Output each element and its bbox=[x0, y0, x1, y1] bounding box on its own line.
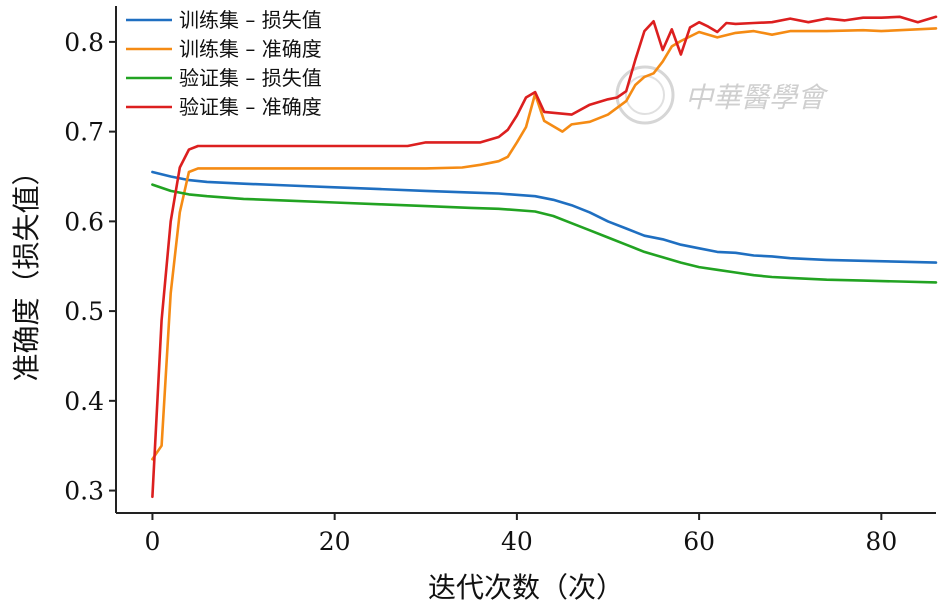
y-tick-label: 0.3 bbox=[64, 477, 104, 506]
y-tick-label: 0.6 bbox=[64, 207, 104, 236]
series-line-4 bbox=[151, 15, 938, 499]
x-tick-label: 60 bbox=[683, 527, 715, 556]
y-axis-title: 准确度（损失值） bbox=[10, 157, 43, 381]
x-tick-label: 20 bbox=[319, 527, 351, 556]
legend-label-2: 训练集 – 准确度 bbox=[179, 37, 322, 61]
y-tick-label: 0.5 bbox=[64, 297, 104, 326]
ticks: 0 20 40 60 80 0.3 0.4 0.5 0.6 0.7 0.8 bbox=[64, 28, 897, 556]
watermark-seal-inner bbox=[625, 75, 665, 115]
watermark: 中華醫學會 bbox=[615, 65, 829, 125]
legend-label-4: 验证集 – 准确度 bbox=[179, 95, 322, 119]
x-tick-label: 80 bbox=[865, 527, 897, 556]
axes bbox=[115, 6, 936, 514]
watermark-text: 中華醫學會 bbox=[685, 81, 829, 114]
y-tick-label: 0.7 bbox=[64, 118, 104, 147]
x-tick-label: 0 bbox=[144, 527, 160, 556]
series-line-3 bbox=[151, 183, 938, 284]
x-axis-title: 迭代次数（次） bbox=[428, 571, 624, 604]
series-line-1 bbox=[151, 170, 938, 264]
series-lines bbox=[151, 15, 938, 499]
y-tick-label: 0.4 bbox=[64, 387, 104, 416]
watermark-seal-outer bbox=[615, 65, 675, 125]
series-line-2 bbox=[151, 27, 938, 461]
legend-label-3: 验证集 – 损失值 bbox=[179, 66, 322, 90]
x-tick-label: 40 bbox=[501, 527, 533, 556]
y-tick-label: 0.8 bbox=[64, 28, 104, 57]
legend-label-1: 训练集 – 损失值 bbox=[179, 8, 322, 32]
